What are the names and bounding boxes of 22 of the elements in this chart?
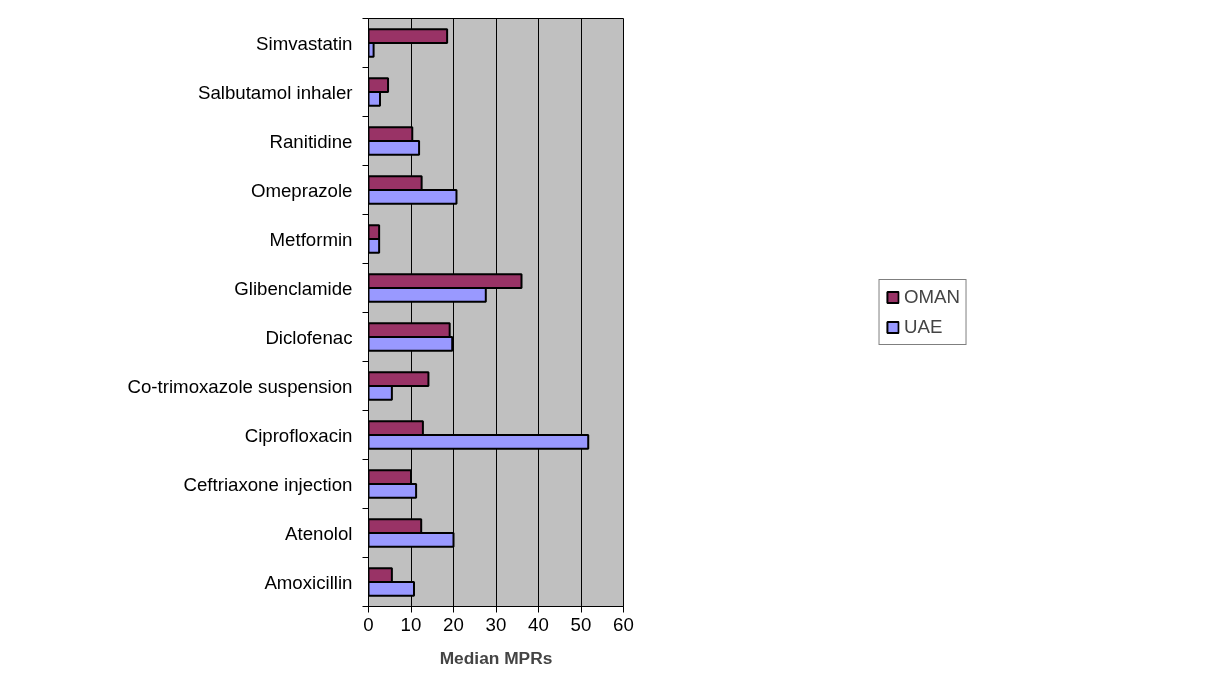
y-tick-label: Salbutamol inhaler [197, 81, 353, 103]
y-tick-label: Simvastatin [256, 32, 353, 54]
y-tick-label: Amoxicillin [264, 571, 353, 593]
x-tick-label: 10 [400, 613, 422, 635]
x-tick-label: 50 [570, 613, 592, 635]
y-tick-label: Atenolol [285, 522, 353, 544]
y-tick-label: Ranitidine [269, 130, 353, 152]
y-tick-label: Metformin [269, 228, 353, 250]
x-tick-label: 60 [613, 613, 634, 635]
x-tick-label: 30 [485, 613, 507, 635]
y-tick-label: Glibenclamide [234, 277, 353, 299]
x-tick-label: 0 [363, 613, 374, 635]
legend-label: UAE [904, 316, 943, 338]
x-tick-label: 20 [443, 613, 464, 635]
x-tick-label: 40 [528, 613, 549, 635]
legend-label: OMAN [904, 286, 960, 308]
y-tick-label: Omeprazole [250, 179, 353, 201]
y-tick-label: Co-trimoxazole suspension [127, 375, 353, 397]
y-tick-label: Diclofenac [265, 326, 353, 348]
x-axis-title: Median MPRs [439, 647, 553, 668]
y-tick-label: Ceftriaxone injection [183, 473, 353, 495]
y-tick-label: Ciprofloxacin [244, 424, 353, 446]
